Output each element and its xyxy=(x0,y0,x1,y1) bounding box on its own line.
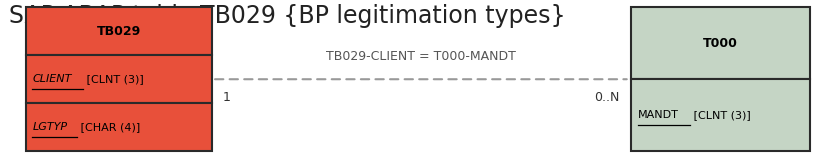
Text: 1: 1 xyxy=(222,91,230,104)
Text: LGTYP: LGTYP xyxy=(32,122,67,132)
Text: SAP ABAP table TB029 {BP legitimation types}: SAP ABAP table TB029 {BP legitimation ty… xyxy=(9,4,566,28)
Bar xyxy=(26,103,212,151)
Bar xyxy=(632,7,809,79)
Bar xyxy=(26,55,212,103)
Text: T000: T000 xyxy=(703,37,738,50)
Text: TB029-CLIENT = T000-MANDT: TB029-CLIENT = T000-MANDT xyxy=(326,50,516,63)
Text: 0..N: 0..N xyxy=(594,91,620,104)
Text: MANDT: MANDT xyxy=(638,110,679,120)
Bar xyxy=(632,79,809,151)
Text: [CLNT (3)]: [CLNT (3)] xyxy=(691,110,751,120)
Bar xyxy=(26,7,212,55)
Text: [CHAR (4)]: [CHAR (4)] xyxy=(77,122,140,132)
Text: CLIENT: CLIENT xyxy=(32,74,71,84)
Text: TB029: TB029 xyxy=(96,25,141,38)
Text: [CLNT (3)]: [CLNT (3)] xyxy=(83,74,144,84)
